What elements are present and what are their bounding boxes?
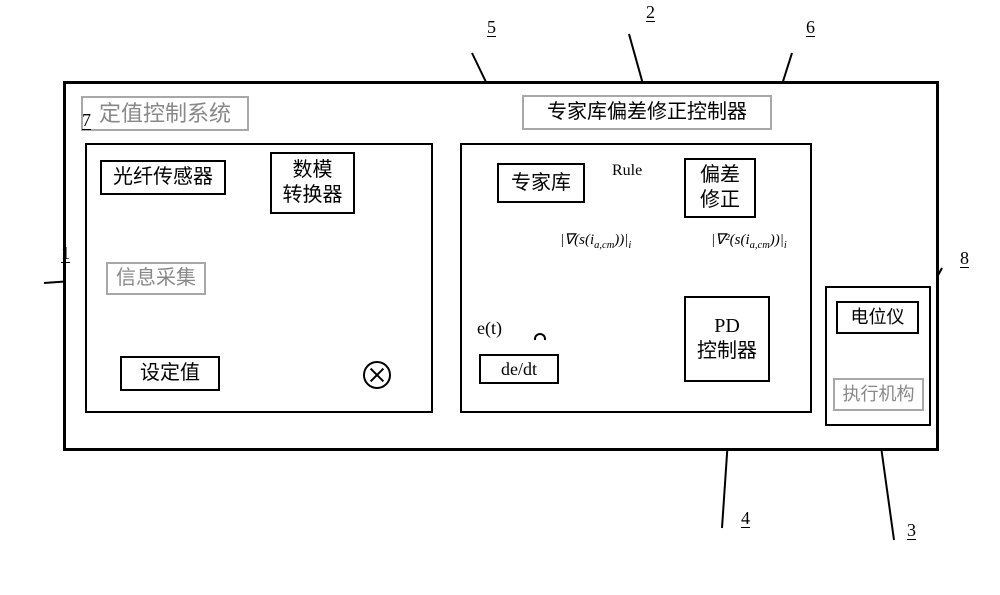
leader-4: 4 [741,508,750,529]
et-label: e(t) [477,318,502,339]
wire-hop [534,333,546,340]
expert-title: 专家库偏差修正控制器 [522,95,772,130]
potentiometer-box: 电位仪 [836,301,919,334]
leader-2: 2 [646,2,655,23]
dedt-box: de/dt [479,354,559,384]
correction-text: 偏差修正 [700,163,740,213]
grad2-label: |∇²(s(ia,cm))|i [711,230,787,251]
correction-box: 偏差修正 [684,158,756,218]
leader-1: 1 [61,243,70,264]
expert-lib-box: 专家库 [497,163,585,203]
setpoint-box: 设定值 [120,356,220,391]
leader-5: 5 [487,17,496,38]
leader-7: 7 [82,110,91,131]
exec-label: 执行机构 [833,378,924,411]
pd-text: PD控制器 [697,314,757,364]
grad1-label: |∇(s(ia,cm))|i [560,230,631,251]
summing-junction [363,361,391,389]
leader-8: 8 [960,248,969,269]
leader-3: 3 [907,520,916,541]
dac-text: 数模转换器 [283,158,343,208]
dac-box: 数模转换器 [270,152,355,214]
diagram-stage: 定值控制系统信息采集 光纤传感器 数模转换器设定值 专家库偏差修正控制器专家库 偏差修正… [0,0,1000,595]
system-title: 定值控制系统 [81,96,249,131]
pd-box: PD控制器 [684,296,770,382]
sensor-box: 光纤传感器 [100,160,226,195]
leader-6: 6 [806,17,815,38]
rule-label: Rule [612,162,642,180]
info-label: 信息采集 [106,262,206,295]
